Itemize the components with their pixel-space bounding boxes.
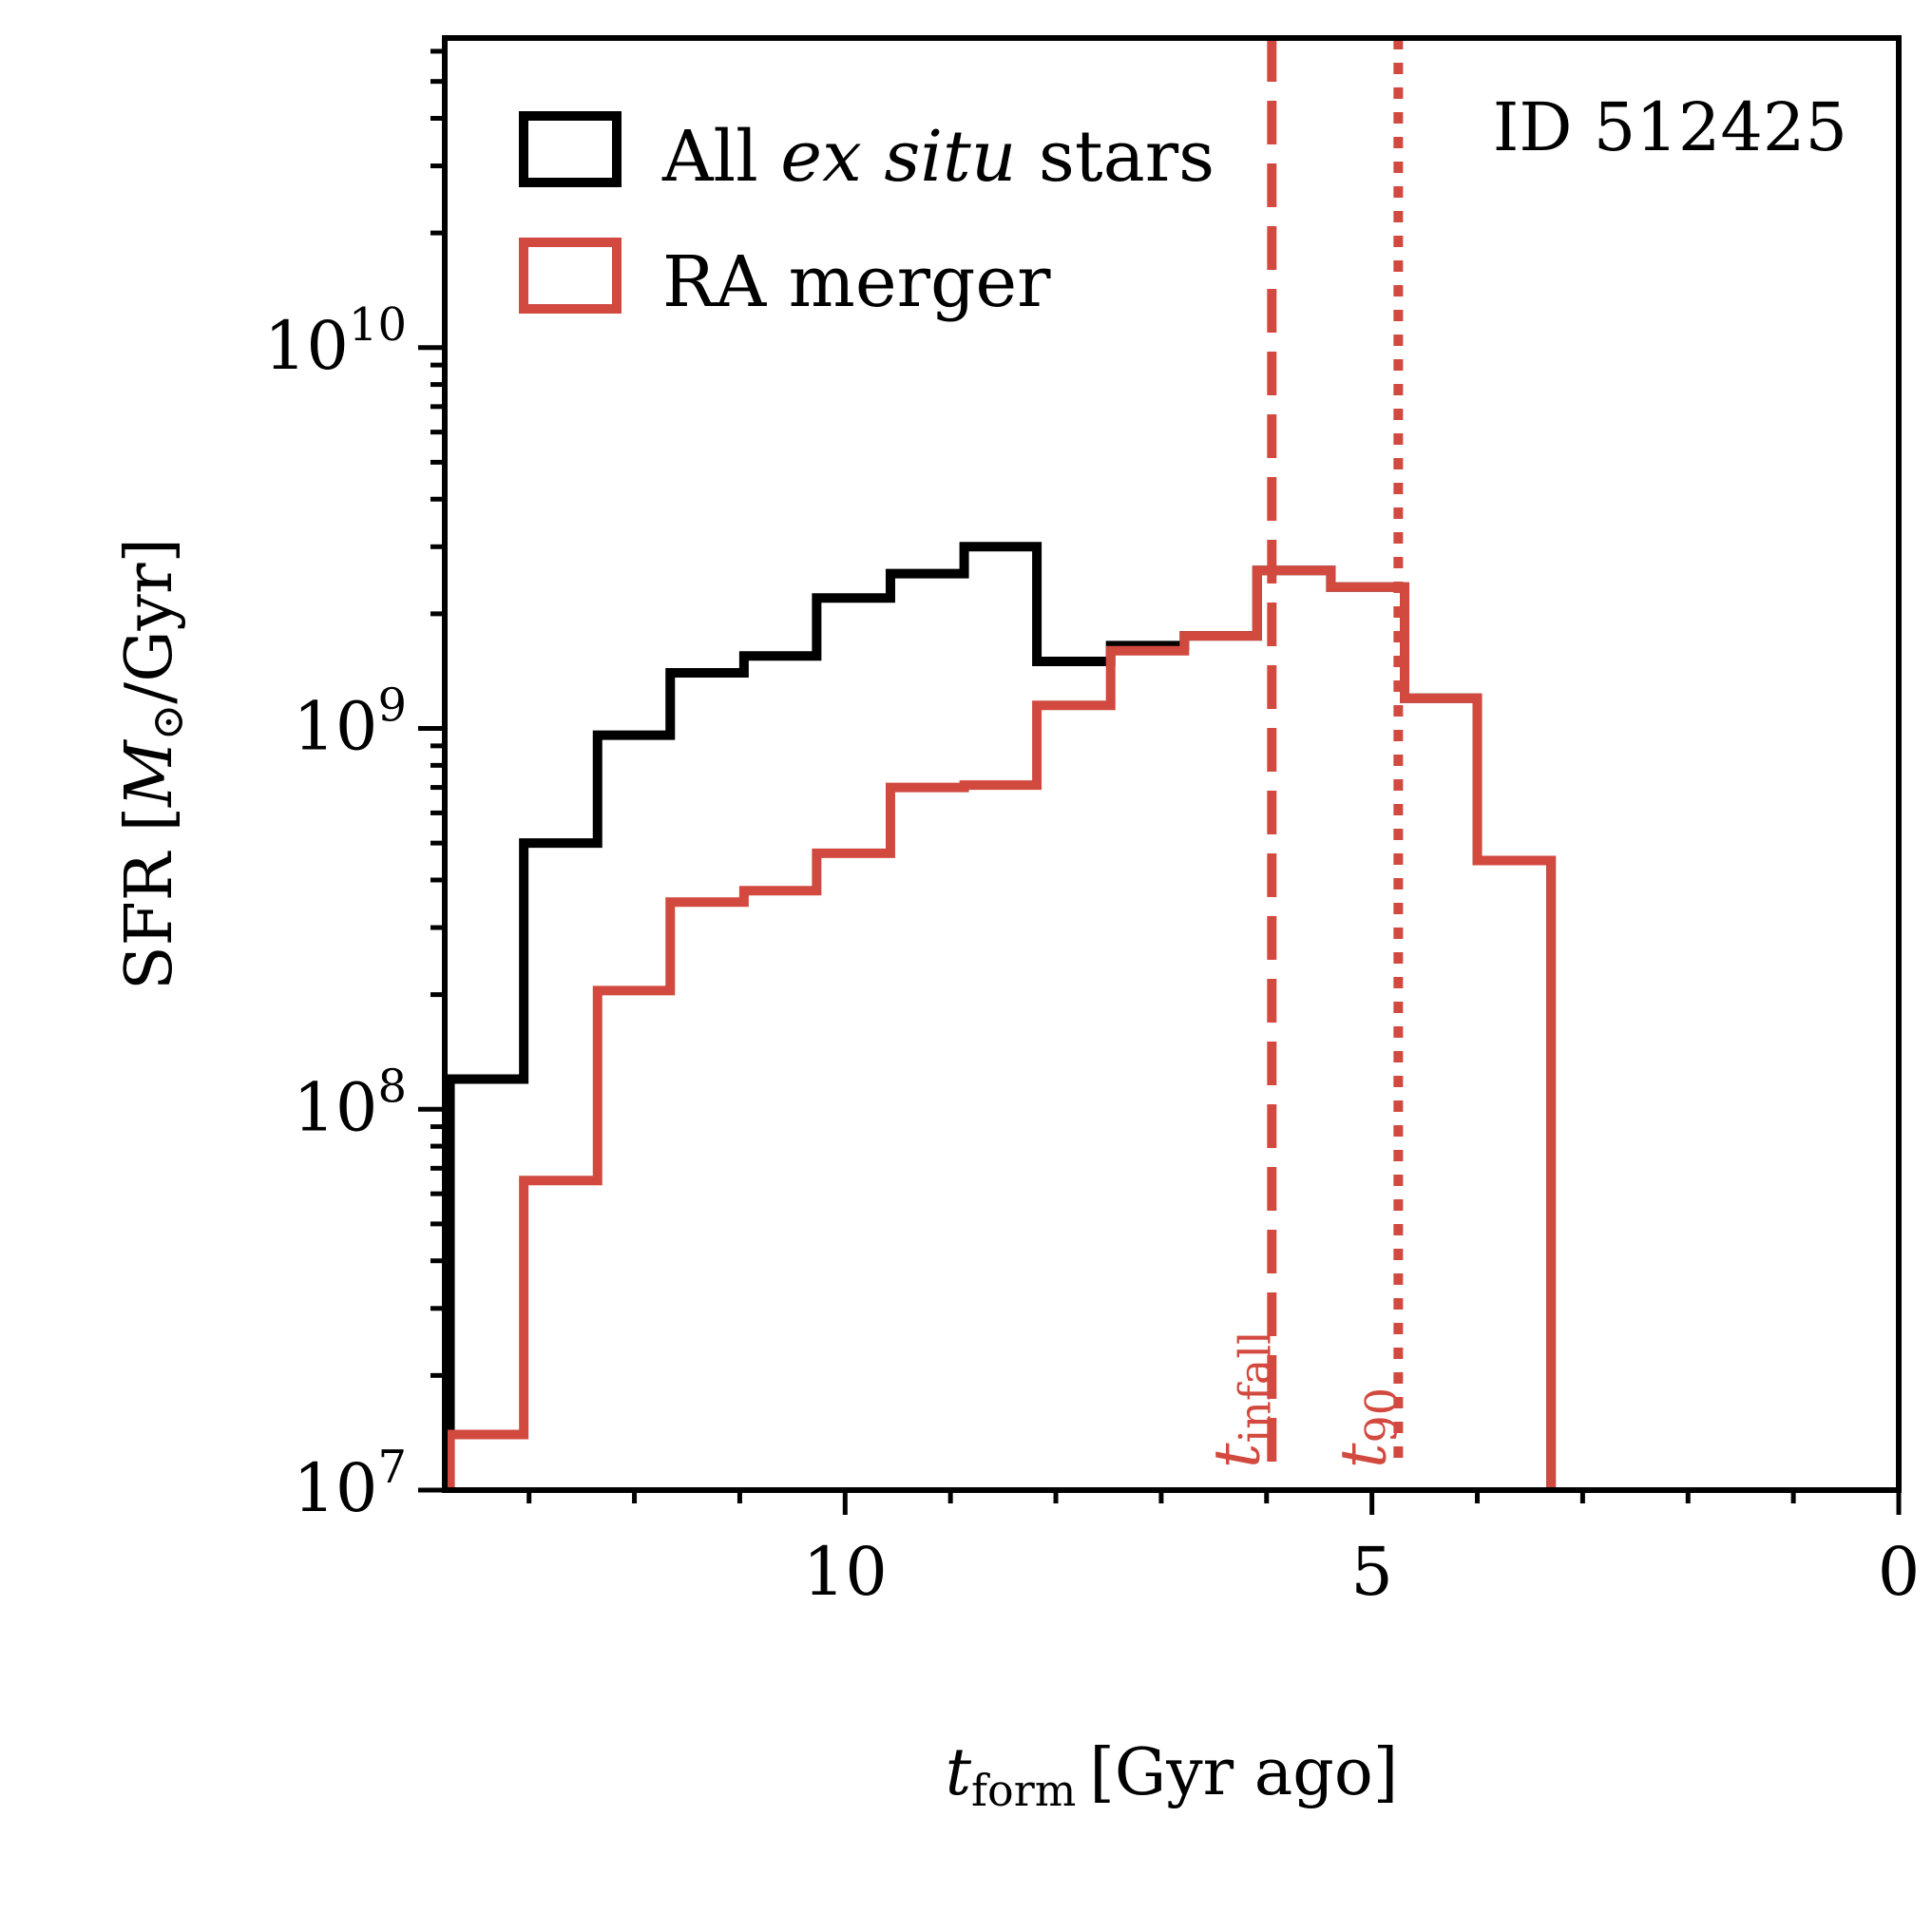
- legend-swatch-ra-merger: [519, 238, 622, 314]
- x-tick-label: 10: [803, 1533, 888, 1611]
- x-tick-label: 5: [1350, 1533, 1393, 1611]
- series-line-1: [445, 565, 1557, 1490]
- x-tick-label: 0: [1878, 1533, 1921, 1611]
- y-tick-label: 1010: [264, 298, 407, 385]
- galaxy-id-annotation: ID 512425: [1493, 88, 1847, 166]
- y-tick-label: 107: [293, 1441, 407, 1527]
- y-tick-label: 109: [293, 679, 407, 766]
- y-tick-label: 108: [293, 1060, 407, 1146]
- x-axis-label: tform [Gyr ago]: [946, 1735, 1399, 1816]
- legend-label-ex-situ: All ex situ stars: [661, 116, 1215, 198]
- vline-label-t_infall: tinfall: [1200, 1330, 1280, 1468]
- legend-label-ra-merger: RA merger: [662, 241, 1051, 323]
- legend: All ex situ stars RA merger: [519, 111, 1215, 323]
- y-axis-label: SFR [M⊙/Gyr]: [112, 538, 193, 990]
- legend-swatch-ex-situ: [519, 111, 622, 187]
- vline-label-t_90: t90: [1327, 1387, 1406, 1468]
